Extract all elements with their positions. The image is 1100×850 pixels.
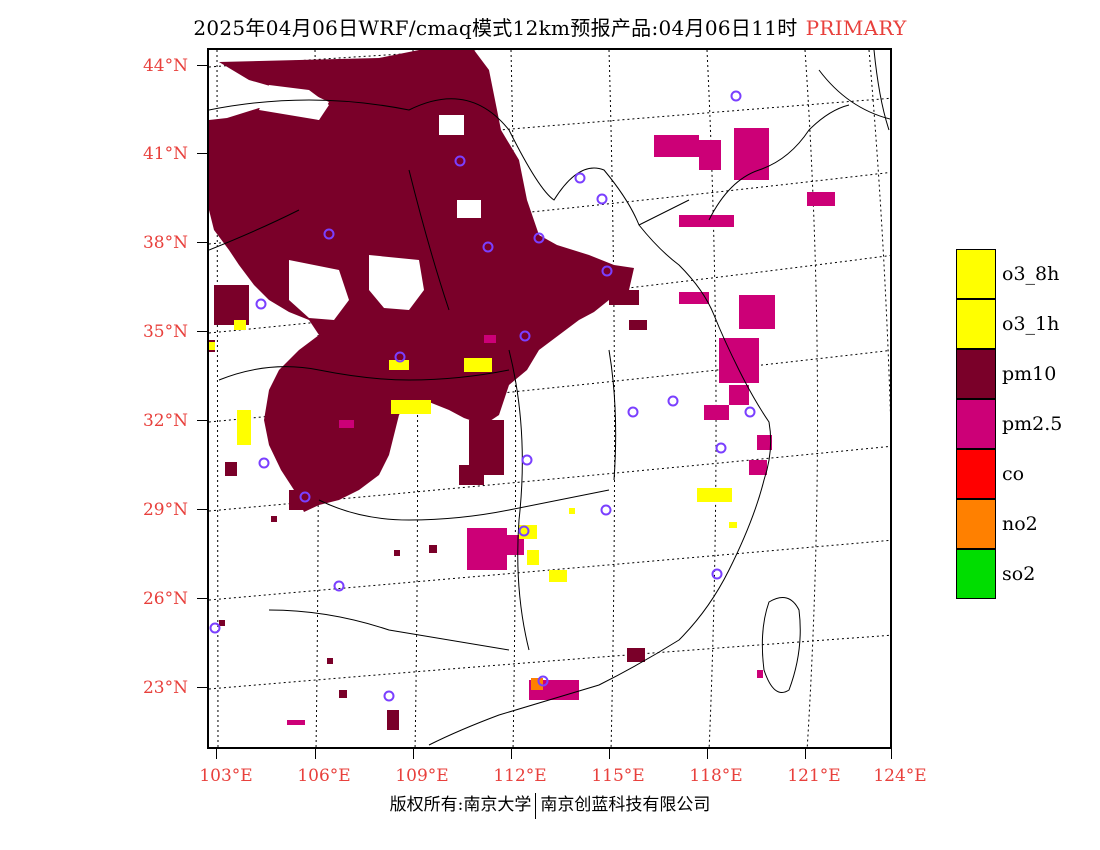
lon-label-124: 124°E (873, 766, 927, 786)
legend-swatch (956, 349, 996, 399)
legend-swatch (956, 449, 996, 499)
map-canvas (209, 50, 890, 747)
lat-label-23: 23°N (142, 678, 188, 698)
lat-tick (197, 687, 207, 688)
legend-label: pm10 (1002, 363, 1057, 385)
lon-tick (891, 749, 892, 759)
boundaries (209, 50, 890, 746)
title-main: 2025年04月06日WRF/cmaq模式12km预报产品:04月06日11时 (193, 16, 798, 40)
lat-tick (197, 153, 207, 154)
clear-areas (259, 85, 554, 320)
lon-tick (511, 749, 512, 759)
pollutant-legend: o3_8h o3_1h pm10 pm2.5 co no2 so2 (956, 249, 1062, 599)
footer-left: 版权所有:南京大学 (389, 795, 532, 815)
legend-swatch (956, 399, 996, 449)
lat-label-26: 26°N (142, 589, 188, 609)
lon-label-106: 106°E (297, 766, 351, 786)
o3-region (209, 320, 737, 582)
lon-label-118: 118°E (689, 766, 743, 786)
legend-item-pm10: pm10 (956, 349, 1056, 399)
lat-label-32: 32°N (142, 411, 188, 431)
legend-swatch (956, 549, 996, 599)
lon-tick (707, 749, 708, 759)
lat-label-41: 41°N (142, 144, 188, 164)
lon-label-121: 121°E (787, 766, 841, 786)
legend-label: pm2.5 (1002, 413, 1063, 435)
lat-label-44: 44°N (142, 56, 188, 76)
map-title: 2025年04月06日WRF/cmaq模式12km预报产品:04月06日11时 P… (0, 12, 1100, 41)
legend-label: o3_8h (1002, 263, 1060, 285)
lon-tick (216, 749, 217, 759)
footer-right: 南京创蓝科技有限公司 (540, 795, 711, 815)
lon-label-112: 112°E (493, 766, 547, 786)
lat-tick (197, 598, 207, 599)
title-primary-tag: PRIMARY (805, 16, 907, 40)
lat-tick (197, 242, 207, 243)
legend-swatch (956, 299, 996, 349)
pm25-region (287, 128, 835, 725)
lat-label-38: 38°N (142, 233, 188, 253)
lat-label-29: 29°N (142, 500, 188, 520)
legend-label: co (1002, 463, 1025, 485)
legend-swatch (956, 499, 996, 549)
legend-label: no2 (1002, 513, 1038, 535)
lon-label-115: 115°E (591, 766, 645, 786)
legend-swatch (956, 249, 996, 299)
pm10-region (209, 50, 647, 730)
lat-tick (197, 331, 207, 332)
legend-item-o3-1h: o3_1h (956, 299, 1059, 349)
legend-label: so2 (1002, 563, 1036, 585)
legend-item-o3-8h: o3_8h (956, 249, 1059, 299)
lat-tick (197, 509, 207, 510)
copyright-footer: 版权所有:南京大学 南京创蓝科技有限公司 (0, 790, 1100, 819)
lon-label-103: 103°E (199, 766, 253, 786)
legend-item-no2: no2 (956, 499, 1038, 549)
legend-item-co: co (956, 449, 1024, 499)
lat-tick (197, 420, 207, 421)
city-markers (209, 90, 756, 702)
lat-tick (197, 65, 207, 66)
legend-label: o3_1h (1002, 313, 1060, 335)
lon-tick (609, 749, 610, 759)
lon-label-109: 109°E (395, 766, 449, 786)
footer-separator (535, 792, 537, 819)
lon-tick (413, 749, 414, 759)
legend-item-so2: so2 (956, 549, 1035, 599)
lon-tick (315, 749, 316, 759)
lon-tick (805, 749, 806, 759)
no2-patch (531, 678, 543, 690)
legend-item-pm25: pm2.5 (956, 399, 1062, 449)
forecast-map (207, 48, 892, 749)
lat-label-35: 35°N (142, 322, 188, 342)
